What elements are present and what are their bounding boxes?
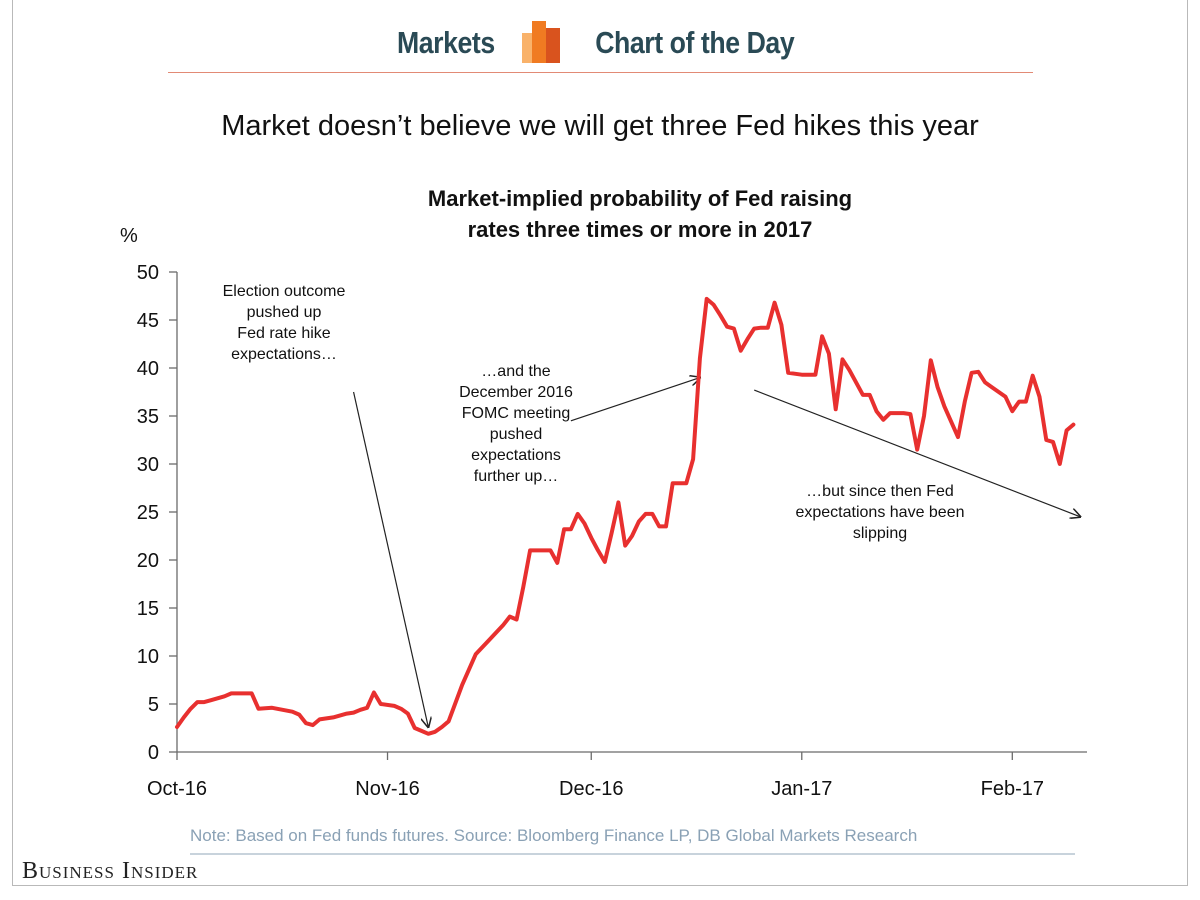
- series-line: [175, 296, 1076, 736]
- y-tick-label: 30: [137, 454, 159, 476]
- chart-of-the-day-label: Chart of the Day: [595, 25, 795, 60]
- annotation-line: December 2016: [459, 384, 573, 401]
- annotation-text: …but since then Fed expectations have bee…: [795, 483, 964, 542]
- y-tick-label: 50: [137, 262, 159, 284]
- annotation-line: …but since then Fed: [806, 483, 954, 500]
- y-axis-unit: %: [120, 225, 138, 247]
- annotation-text: Election outcome pushed up Fed rate hike ex…: [223, 283, 346, 363]
- y-tick-label: 20: [137, 550, 159, 572]
- annotation-arrow: [570, 378, 700, 422]
- y-tick-label: 35: [137, 406, 159, 428]
- x-tick-label: Jan-17: [771, 778, 832, 800]
- annotation-line: pushed up: [247, 304, 322, 321]
- source-note: Note: Based on Fed funds futures. Source…: [190, 826, 918, 845]
- annotation-line: expectations…: [231, 346, 337, 363]
- y-tick-label: 15: [137, 598, 159, 620]
- annotation-line: expectations: [471, 447, 561, 464]
- x-tick-label: Feb-17: [981, 778, 1044, 800]
- annotation-line: expectations have been: [795, 504, 964, 521]
- annotation-text: …and the December 2016 FOMC meeting pushed e…: [459, 363, 573, 485]
- header: Markets Chart of the Day: [0, 18, 1200, 68]
- annotation-line: slipping: [853, 525, 907, 542]
- chart-title-line-2: rates three times or more in 2017: [467, 217, 813, 242]
- x-tick-label: Nov-16: [355, 778, 419, 800]
- markets-label: Markets: [397, 25, 496, 60]
- chart-frame: [12, 0, 1188, 886]
- chart-title: Market-implied probability of Fed raisin…: [340, 183, 940, 245]
- annotation-line: pushed: [490, 426, 543, 443]
- annotation-line: …and the: [481, 363, 550, 380]
- business-insider-logo: Business Insider: [22, 858, 199, 884]
- x-tick-label: Dec-16: [559, 778, 623, 800]
- annotation-line: Fed rate hike: [237, 325, 330, 342]
- y-tick-label: 0: [148, 742, 159, 764]
- annotation-line: further up…: [474, 468, 558, 485]
- annotation-line: Election outcome: [223, 283, 346, 300]
- y-tick-label: 10: [137, 646, 159, 668]
- annotation-arrow: [352, 391, 429, 727]
- y-tick-label: 5: [148, 694, 159, 716]
- chart-title-line-1: Market-implied probability of Fed raisin…: [427, 186, 853, 211]
- y-tick-label: 40: [137, 358, 159, 380]
- header-divider: [168, 72, 1033, 73]
- bar-chart-icon: [519, 21, 563, 65]
- annotation-line: FOMC meeting: [462, 405, 570, 422]
- note-divider: [190, 853, 1075, 855]
- headline: Market doesn’t believe we will get three…: [221, 110, 979, 142]
- x-tick-label: Oct-16: [147, 778, 207, 800]
- y-tick-label: 25: [137, 502, 159, 524]
- y-tick-label: 45: [137, 310, 159, 332]
- annotation-arrow: [754, 389, 1080, 517]
